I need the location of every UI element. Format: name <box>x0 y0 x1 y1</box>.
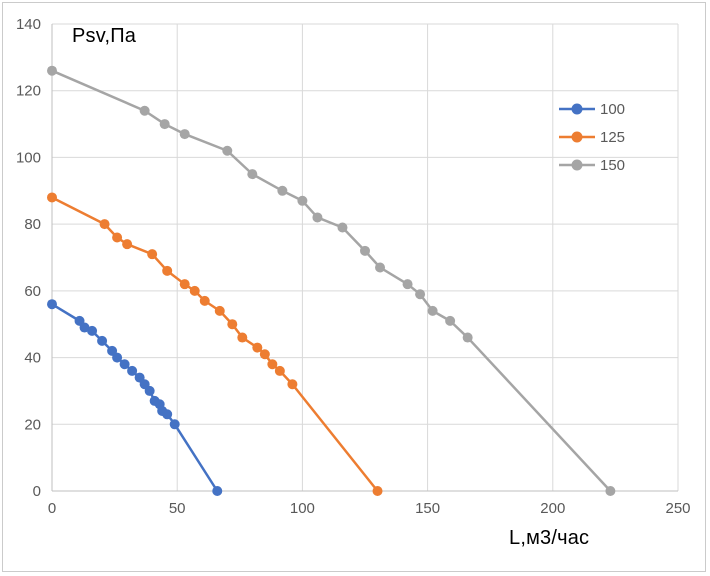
series-100-point <box>162 409 173 420</box>
series-150-point <box>139 105 150 116</box>
series-125-point <box>274 365 285 376</box>
x-tick-label: 150 <box>415 500 440 517</box>
legend-marker-line-icon <box>559 159 595 171</box>
series-100-point <box>87 325 98 336</box>
legend-dot-icon <box>571 159 583 171</box>
x-tick-label: 50 <box>169 500 186 517</box>
x-axis-title: L,м3/час <box>509 527 590 549</box>
legend-label: 100 <box>600 100 626 118</box>
y-tick-label: 80 <box>24 216 41 233</box>
series-150-point <box>312 212 323 223</box>
series-125-point <box>47 192 57 203</box>
series-150-point <box>179 129 190 140</box>
series-100-point <box>144 385 155 396</box>
y-tick-label: 140 <box>16 16 41 33</box>
series-100-line <box>50 302 219 493</box>
series-150-point <box>360 245 370 256</box>
series-100-point <box>169 419 180 430</box>
x-tick-label: 250 <box>665 500 690 517</box>
legend-label: 150 <box>600 156 626 174</box>
series-150-point <box>222 145 233 156</box>
legend: 100 125 150 <box>559 99 625 175</box>
y-axis-title: Psv,Па <box>72 25 137 47</box>
series-125-point <box>162 265 173 276</box>
series-125-point <box>227 319 238 330</box>
series-150-point <box>605 486 616 496</box>
series-100-point <box>79 322 90 333</box>
series-150-point <box>277 185 288 196</box>
series-125-point <box>179 279 190 290</box>
plot-area: 0 20 40 60 80 100 120 140 0 50 100 150 200 250 <box>16 16 691 517</box>
series-125-point <box>267 359 278 370</box>
series-100-point <box>127 365 138 376</box>
series-125-point <box>112 232 123 243</box>
y-tick-label: 40 <box>24 350 41 367</box>
y-tick-label: 120 <box>16 83 41 100</box>
series-100-point <box>112 352 123 363</box>
series-100-point <box>212 486 223 496</box>
series-125-point <box>372 486 383 496</box>
series-125-point <box>237 332 248 343</box>
series-150-point <box>297 195 308 206</box>
series-125-point <box>122 239 133 250</box>
series-125-point <box>99 219 110 230</box>
series-125-point <box>199 295 210 306</box>
x-tick-label: 0 <box>48 500 56 517</box>
y-tick-label: 60 <box>24 283 41 300</box>
series-100-point <box>47 299 57 310</box>
series-150-point <box>402 279 413 290</box>
series-125-point <box>259 349 270 360</box>
series-125-point <box>189 285 200 296</box>
legend-item-125: 125 <box>559 127 625 147</box>
series-150-point <box>47 65 57 76</box>
y-tick-label: 0 <box>33 483 41 500</box>
legend-dot-icon <box>571 131 583 143</box>
series-150-point <box>462 332 473 343</box>
series-125-point <box>214 305 225 316</box>
series-125-point <box>252 342 263 353</box>
y-tick-label: 20 <box>24 416 41 433</box>
legend-label: 125 <box>600 128 626 146</box>
series-150-point <box>337 222 348 233</box>
series-150-point <box>415 289 426 300</box>
series-125-point <box>287 379 298 390</box>
legend-marker-line-icon <box>559 131 595 143</box>
x-tick-label: 100 <box>290 500 315 517</box>
series-150-point <box>375 262 386 273</box>
series-150-point <box>159 119 170 130</box>
legend-item-100: 100 <box>559 99 625 119</box>
series-100-point <box>97 335 108 346</box>
series-150-point <box>247 169 258 180</box>
legend-dot-icon <box>571 103 583 115</box>
series-150-point <box>427 305 438 316</box>
series-100-point <box>119 359 130 370</box>
y-tick-label: 100 <box>16 149 41 166</box>
series-150-point <box>445 315 456 326</box>
series-125-point <box>147 249 158 260</box>
series-150-line <box>50 69 612 493</box>
legend-item-150: 150 <box>559 155 625 175</box>
legend-marker-line-icon <box>559 103 595 115</box>
x-tick-label: 200 <box>540 500 565 517</box>
